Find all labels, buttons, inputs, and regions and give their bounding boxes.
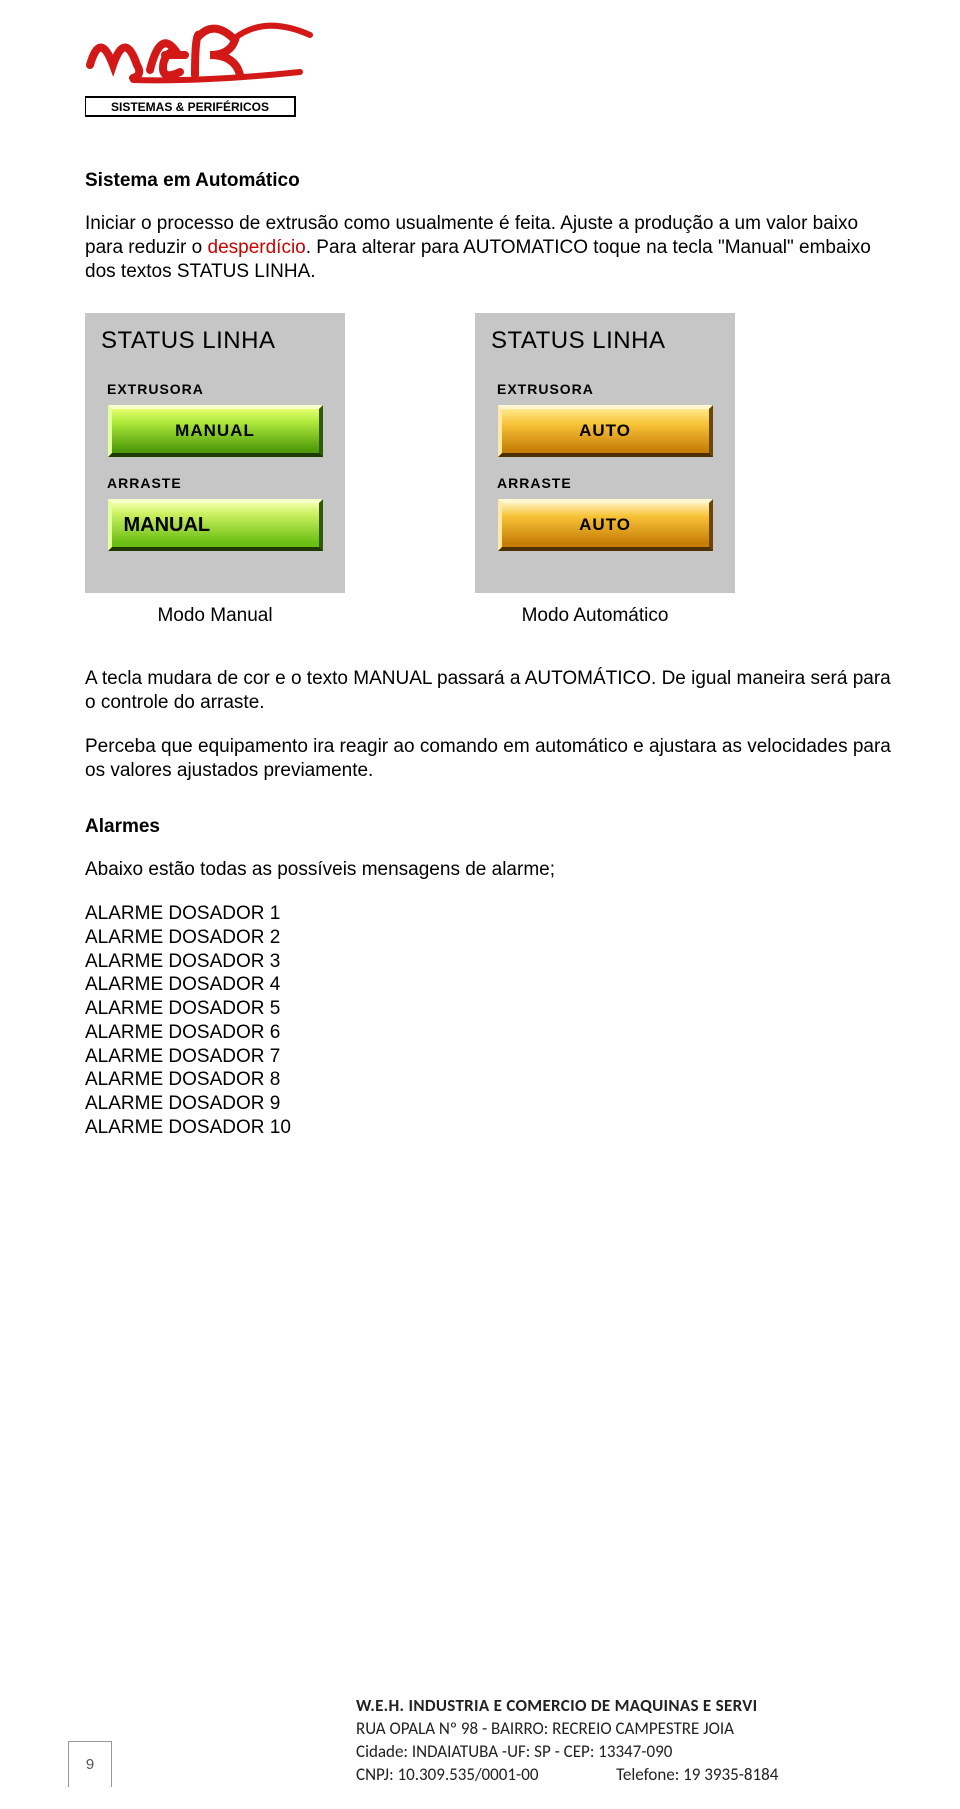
alarm-item: ALARME DOSADOR 5 <box>85 997 900 1021</box>
panel-label-extrusora: EXTRUSORA <box>497 381 719 397</box>
alarm-item: ALARME DOSADOR 2 <box>85 926 900 950</box>
intro-red-word: desperdício <box>208 237 306 258</box>
post-panel-text-2: Perceba que equipamento ira reagir ao co… <box>85 735 900 783</box>
alarm-item: ALARME DOSADOR 6 <box>85 1021 900 1045</box>
mode-captions-row: Modo Manual Modo Automático <box>85 605 900 627</box>
alarm-item: ALARME DOSADOR 4 <box>85 973 900 997</box>
alarm-item: ALARME DOSADOR 9 <box>85 1092 900 1116</box>
post-panel-text-1: A tecla mudara de cor e o texto MANUAL p… <box>85 667 900 715</box>
extrusora-auto-button[interactable]: AUTO <box>498 405 713 457</box>
alarm-item: ALARME DOSADOR 8 <box>85 1068 900 1092</box>
alarms-list: ALARME DOSADOR 1 ALARME DOSADOR 2 ALARME… <box>85 902 900 1140</box>
alarms-intro: Abaixo estão todas as possíveis mensagen… <box>85 858 900 882</box>
status-panel-title: STATUS LINHA <box>101 327 329 355</box>
arraste-manual-button[interactable]: MANUAL <box>108 499 323 551</box>
footer-cnpj-phone: CNPJ: 10.309.535/0001-00 Telefone: 19 39… <box>356 1764 778 1787</box>
panel-label-extrusora: EXTRUSORA <box>107 381 329 397</box>
alarm-item: ALARME DOSADOR 7 <box>85 1045 900 1069</box>
footer-address: RUA OPALA Nº 98 - BAIRRO: RECREIO CAMPES… <box>356 1718 778 1741</box>
footer-city: Cidade: INDAIATUBA -UF: SP - CEP: 13347-… <box>356 1741 778 1764</box>
alarm-item: ALARME DOSADOR 1 <box>85 902 900 926</box>
footer-cnpj: CNPJ: 10.309.535/0001-00 <box>356 1764 538 1785</box>
status-panel-manual: STATUS LINHA EXTRUSORA MANUAL ARRASTE MA… <box>85 313 345 593</box>
mode-caption-auto: Modo Automático <box>465 605 725 627</box>
alarms-heading: Alarmes <box>85 816 900 838</box>
logo-tagline: SISTEMAS & PERIFÉRICOS <box>111 99 269 114</box>
panel-label-arraste: ARRASTE <box>497 475 719 491</box>
alarm-item: ALARME DOSADOR 3 <box>85 950 900 974</box>
panel-label-arraste: ARRASTE <box>107 475 329 491</box>
status-panel-title: STATUS LINHA <box>491 327 719 355</box>
page-number: 9 <box>68 1741 112 1787</box>
footer-company-name: W.E.H. INDUSTRIA E COMERCIO DE MAQUINAS … <box>356 1695 778 1718</box>
status-panels-row: STATUS LINHA EXTRUSORA MANUAL ARRASTE MA… <box>85 313 900 593</box>
status-panel-auto: STATUS LINHA EXTRUSORA AUTO ARRASTE AUTO <box>475 313 735 593</box>
footer-phone: Telefone: 19 3935-8184 <box>616 1764 778 1785</box>
footer-company-info: W.E.H. INDUSTRIA E COMERCIO DE MAQUINAS … <box>356 1695 778 1787</box>
extrusora-manual-button[interactable]: MANUAL <box>108 405 323 457</box>
section-heading: Sistema em Automático <box>85 170 900 192</box>
alarm-item: ALARME DOSADOR 10 <box>85 1116 900 1140</box>
arraste-auto-button[interactable]: AUTO <box>498 499 713 551</box>
company-logo: SISTEMAS & PERIFÉRICOS <box>85 20 900 120</box>
intro-paragraph: Iniciar o processo de extrusão como usua… <box>85 212 900 283</box>
mode-caption-manual: Modo Manual <box>85 605 345 627</box>
